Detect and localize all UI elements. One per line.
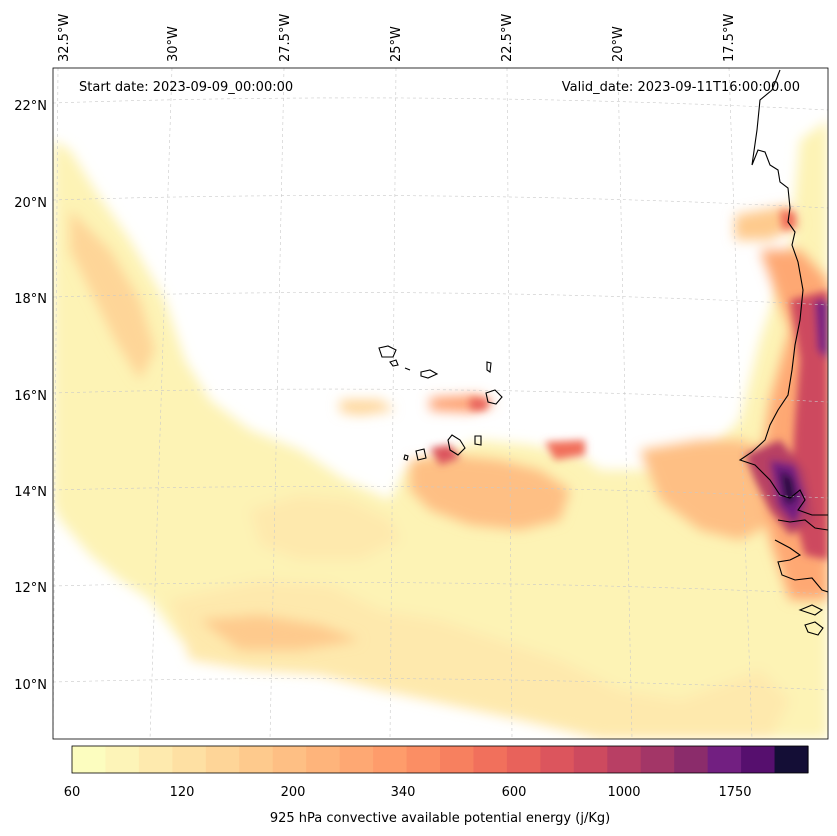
lon-label: 30°W — [166, 26, 181, 62]
colorbar-swatch — [707, 746, 742, 773]
colorbar-swatch — [473, 746, 508, 773]
lat-label: 14°N — [14, 485, 47, 500]
colorbar-tick-label: 60 — [64, 785, 81, 800]
colorbar-swatch — [172, 746, 207, 773]
lon-label: 20°W — [611, 26, 626, 62]
colorbar-swatch — [573, 746, 608, 773]
latitude-labels: 22°N 20°N 18°N 16°N 14°N 12°N 10°N — [14, 99, 47, 693]
start-date-label: Start date: 2023-09-09_00:00:00 — [79, 80, 293, 95]
colorbar-swatch — [272, 746, 307, 773]
colorbar-tick-label: 200 — [281, 785, 306, 800]
colorbar — [72, 746, 809, 773]
lat-label: 20°N — [14, 196, 47, 211]
colorbar-swatch — [205, 746, 240, 773]
colorbar-swatch — [640, 746, 675, 773]
colorbar-swatch — [506, 746, 541, 773]
lon-label: 25°W — [389, 26, 404, 62]
coastline — [378, 69, 828, 636]
colorbar-swatch — [373, 746, 408, 773]
colorbar-swatch — [774, 746, 809, 773]
cape-high-core — [430, 210, 828, 560]
colorbar-swatch — [306, 746, 341, 773]
colorbar-tick-label: 1750 — [718, 785, 751, 800]
colorbar-swatch — [540, 746, 575, 773]
colorbar-swatch — [674, 746, 709, 773]
colorbar-tick-label: 340 — [391, 785, 416, 800]
lat-label: 10°N — [14, 678, 47, 693]
colorbar-tick-label: 120 — [170, 785, 195, 800]
lat-label: 16°N — [14, 389, 47, 404]
colorbar-swatch — [105, 746, 140, 773]
lat-label: 12°N — [14, 581, 47, 596]
valid-date-label: Valid_date: 2023-09-11T16:00:00.00 — [562, 80, 800, 95]
colorbar-swatch — [406, 746, 441, 773]
colorbar-swatch — [72, 746, 107, 773]
colorbar-swatch — [239, 746, 274, 773]
colorbar-swatch — [607, 746, 642, 773]
lon-label: 17.5°W — [722, 14, 737, 62]
map-frame — [52, 67, 829, 740]
lon-label: 32.5°W — [57, 14, 72, 62]
colorbar-swatch — [339, 746, 374, 773]
colorbar-frame — [71, 745, 809, 774]
lon-label: 27.5°W — [278, 14, 293, 62]
colorbar-swatch — [138, 746, 173, 773]
graticule — [53, 68, 828, 739]
colorbar-tick-label: 600 — [502, 785, 527, 800]
cape-field — [53, 68, 828, 739]
lat-label: 22°N — [14, 99, 47, 114]
colorbar-ticks: 60 120 200 340 600 1000 1750 — [64, 785, 752, 800]
lon-label: 22.5°W — [500, 14, 515, 62]
colorbar-swatch — [440, 746, 475, 773]
colorbar-title: 925 hPa convective available potential e… — [270, 811, 610, 826]
longitude-labels: 32.5°W 30°W 27.5°W 25°W 22.5°W 20°W 17.5… — [57, 14, 737, 62]
colorbar-tick-label: 1000 — [607, 785, 640, 800]
lat-label: 18°N — [14, 292, 47, 307]
colorbar-swatch — [741, 746, 776, 773]
cape-low-bands — [53, 120, 828, 739]
